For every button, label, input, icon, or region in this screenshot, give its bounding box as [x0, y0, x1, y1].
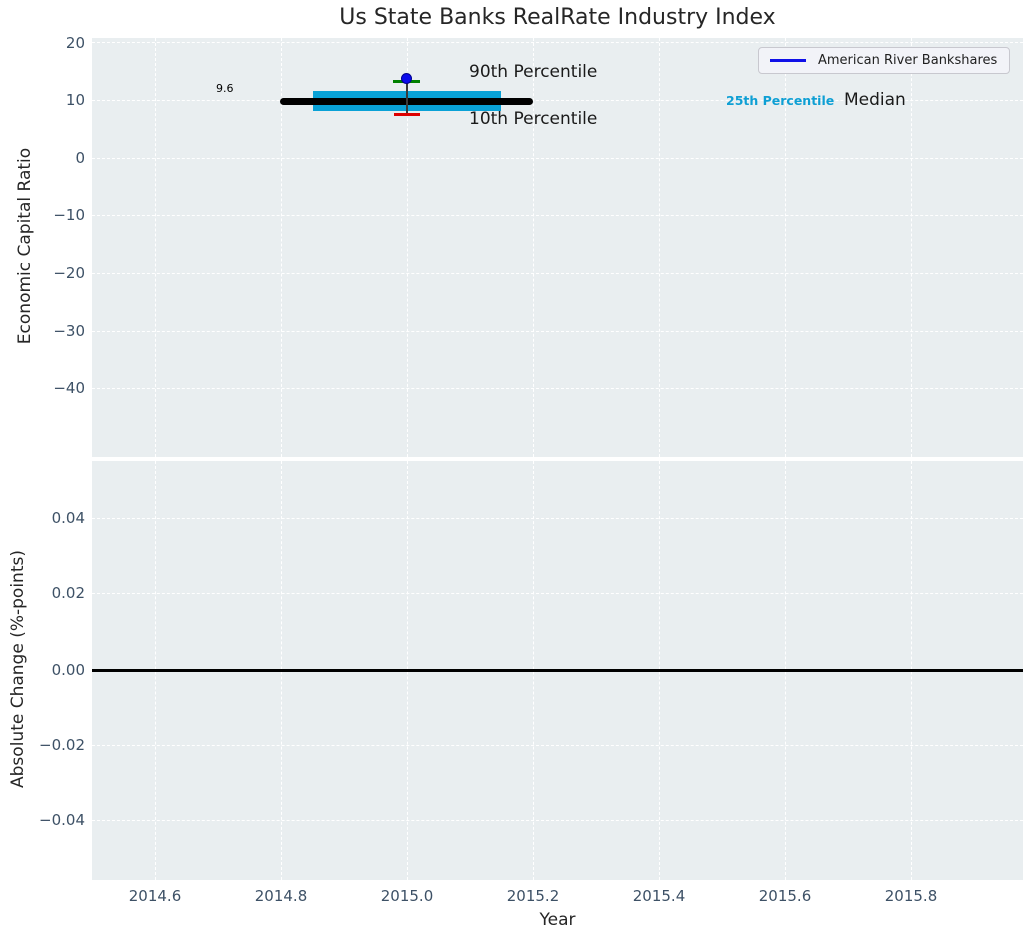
- ytick-label: −30: [53, 322, 85, 340]
- gridline-vertical: [785, 38, 786, 457]
- ytick-label: 0: [75, 149, 85, 167]
- ytick-label: −10: [53, 206, 85, 224]
- gridline-horizontal: [92, 331, 1023, 332]
- ytick-label: 10: [65, 91, 85, 109]
- gridline-horizontal: [92, 518, 1023, 519]
- bottom-axes: [92, 461, 1023, 880]
- xtick-label: 2014.8: [254, 887, 308, 905]
- gridline-vertical: [281, 38, 282, 457]
- x-axis-label: Year: [539, 910, 576, 930]
- p10-cap: [394, 113, 420, 116]
- legend-label: American River Bankshares: [818, 53, 998, 68]
- p90-annotation: 90th Percentile: [469, 62, 598, 82]
- gridline-horizontal: [92, 100, 1023, 101]
- gridline-horizontal: [92, 215, 1023, 216]
- xtick-label: 2015.8: [884, 887, 938, 905]
- gridline-vertical: [407, 38, 408, 457]
- ytick-label: −20: [53, 264, 85, 282]
- gridline-horizontal: [92, 42, 1023, 43]
- legend-line-sample: [770, 59, 806, 62]
- gridline-vertical: [659, 38, 660, 457]
- xtick-label: 2015.4: [632, 887, 686, 905]
- gridline-horizontal: [92, 273, 1023, 274]
- ytick-label: −40: [53, 379, 85, 397]
- median-value-annotation: 9.6: [216, 82, 234, 95]
- top-axes: 9.6 90th Percentile 10th Percentile 25th…: [92, 38, 1023, 457]
- gridline-vertical: [533, 38, 534, 457]
- gridline-horizontal: [92, 820, 1023, 821]
- xtick-label: 2015.2: [506, 887, 560, 905]
- gridline-vertical: [911, 38, 912, 457]
- xtick-label: 2014.6: [128, 887, 182, 905]
- gridline-horizontal: [92, 158, 1023, 159]
- median-annotation: Median: [844, 90, 906, 110]
- gridline-vertical: [155, 38, 156, 457]
- ytick-label: 0.00: [51, 661, 85, 679]
- p10-annotation: 10th Percentile: [469, 109, 598, 129]
- gridline-horizontal: [92, 745, 1023, 746]
- ytick-label: 20: [65, 34, 85, 52]
- whisker-line: [406, 79, 408, 115]
- ytick-label: −0.02: [39, 736, 85, 754]
- legend: American River Bankshares: [758, 47, 1010, 74]
- ytick-label: −0.04: [39, 811, 85, 829]
- zero-baseline: [92, 669, 1023, 672]
- xtick-label: 2015.6: [758, 887, 812, 905]
- p25-annotation: 25th Percentile: [726, 93, 835, 108]
- gridline-horizontal: [92, 388, 1023, 389]
- chart-title: Us State Banks RealRate Industry Index: [339, 5, 776, 30]
- xtick-label: 2015.0: [380, 887, 434, 905]
- ytick-label: 0.02: [51, 584, 85, 602]
- company-marker: [401, 73, 412, 84]
- bottom-y-axis-label: Absolute Change (%-points): [8, 550, 28, 788]
- ytick-label: 0.04: [51, 509, 85, 527]
- top-y-axis-label: Economic Capital Ratio: [15, 147, 35, 345]
- gridline-horizontal: [92, 593, 1023, 594]
